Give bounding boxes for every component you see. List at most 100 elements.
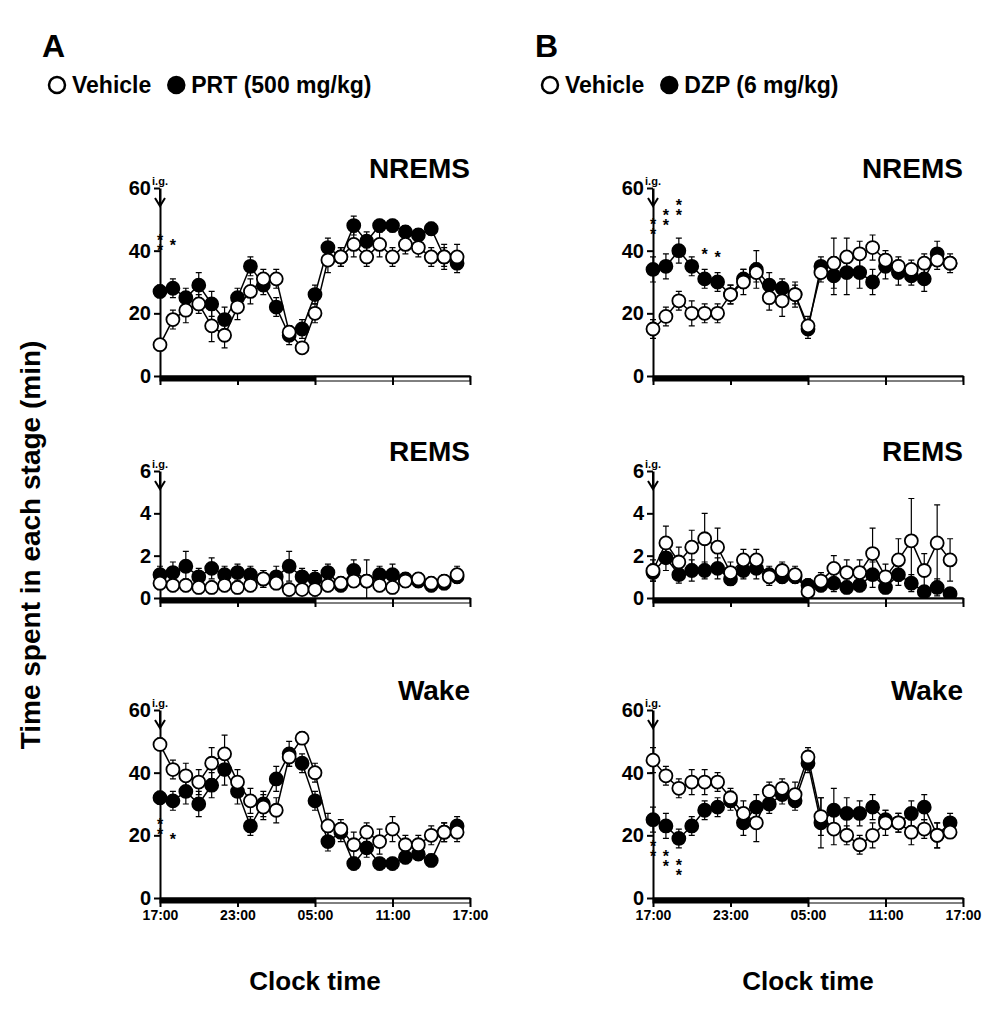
data-point (438, 575, 451, 588)
data-point (386, 250, 399, 263)
data-point (309, 766, 322, 779)
significance-mark: ** (650, 216, 657, 243)
data-point (698, 804, 711, 817)
data-point (711, 541, 724, 554)
data-point (179, 785, 192, 798)
x-tick-mark (808, 898, 810, 907)
y-tick-mark (647, 250, 653, 252)
data-point (386, 823, 399, 836)
y-axis: 0204060 (129, 699, 161, 909)
data-point (309, 307, 322, 320)
y-tick: 0 (633, 587, 653, 609)
x-tick: 11:00 (375, 898, 410, 923)
y-tick-label: 20 (622, 302, 644, 324)
data-point (438, 826, 451, 839)
data-point (179, 769, 192, 782)
data-point (412, 838, 425, 851)
significance-mark: ** (663, 207, 670, 234)
data-point (179, 579, 192, 592)
y-tick-mark (154, 898, 160, 900)
significance-mark: ** (157, 232, 164, 259)
data-point (373, 857, 386, 870)
y-tick: 20 (622, 302, 653, 324)
y-tick-mark (154, 772, 160, 774)
data-point (647, 813, 660, 826)
x-tick-mark (315, 376, 317, 385)
data-point (672, 568, 685, 581)
legend-item: Vehicle (542, 72, 644, 98)
data-point (386, 219, 399, 232)
series-line (653, 539, 950, 592)
x-axis (654, 598, 964, 607)
series-line (160, 226, 457, 336)
data-point (647, 263, 660, 276)
plot-area (154, 551, 464, 598)
y-tick-mark (154, 513, 160, 515)
x-tick-mark (237, 376, 239, 385)
x-tick-mark (963, 376, 965, 385)
data-point (425, 577, 438, 590)
data-point (905, 826, 918, 839)
data-point (659, 551, 672, 564)
x-tick-mark (730, 898, 732, 907)
data-point (827, 257, 840, 270)
data-point (931, 829, 944, 842)
data-point (205, 562, 218, 575)
data-point (334, 250, 347, 263)
data-point (853, 838, 866, 851)
data-point (944, 553, 957, 566)
data-point (347, 219, 360, 232)
data-point (321, 566, 334, 579)
injection-label: i.g. (152, 458, 168, 470)
y-tick-label: 60 (622, 699, 644, 721)
panel-label: A (42, 28, 65, 64)
x-tick (393, 376, 394, 385)
data-point (179, 291, 192, 304)
y-tick-mark (647, 376, 653, 378)
data-point (257, 272, 270, 285)
data-point (944, 257, 957, 270)
x-tick (470, 598, 471, 607)
x-tick: 17:00 (636, 898, 672, 923)
y-tick-label: 2 (633, 545, 644, 567)
data-point (296, 583, 309, 596)
x-tick-mark (653, 598, 655, 607)
data-point (205, 319, 218, 332)
panel-title: REMS (882, 436, 963, 467)
data-point (763, 785, 776, 798)
data-point (892, 816, 905, 829)
y-tick: 40 (129, 762, 160, 784)
plot-area (154, 732, 464, 870)
y-tick-label: 6 (633, 460, 644, 482)
data-point (154, 791, 167, 804)
legend-item: DZP (6 mg/kg) (661, 72, 838, 98)
data-point (659, 769, 672, 782)
data-point (724, 288, 737, 301)
x-tick (315, 376, 316, 385)
data-point (231, 581, 244, 594)
panel: REMS0246i.g. (140, 436, 471, 609)
y-tick-label: 20 (129, 824, 151, 846)
data-point (283, 326, 296, 339)
data-point (853, 807, 866, 820)
significance-mark: ** (663, 848, 670, 875)
data-point (814, 810, 827, 823)
x-tick (731, 598, 732, 607)
data-point (737, 807, 750, 820)
y-tick-label: 60 (129, 177, 151, 199)
x-tick (470, 376, 471, 385)
data-point (360, 575, 373, 588)
legend-label: PRT (500 mg/kg) (191, 72, 371, 98)
series-line (653, 248, 950, 329)
data-point (931, 254, 944, 267)
x-tick-mark (237, 598, 239, 607)
data-point (321, 241, 334, 254)
data-point (853, 247, 866, 260)
x-tick (808, 376, 809, 385)
legend: VehiclePRT (500 mg/kg) (49, 72, 372, 98)
data-point (399, 851, 412, 864)
data-point (179, 560, 192, 573)
data-point (750, 266, 763, 279)
panel-title: NREMS (369, 153, 470, 184)
data-point (776, 294, 789, 307)
